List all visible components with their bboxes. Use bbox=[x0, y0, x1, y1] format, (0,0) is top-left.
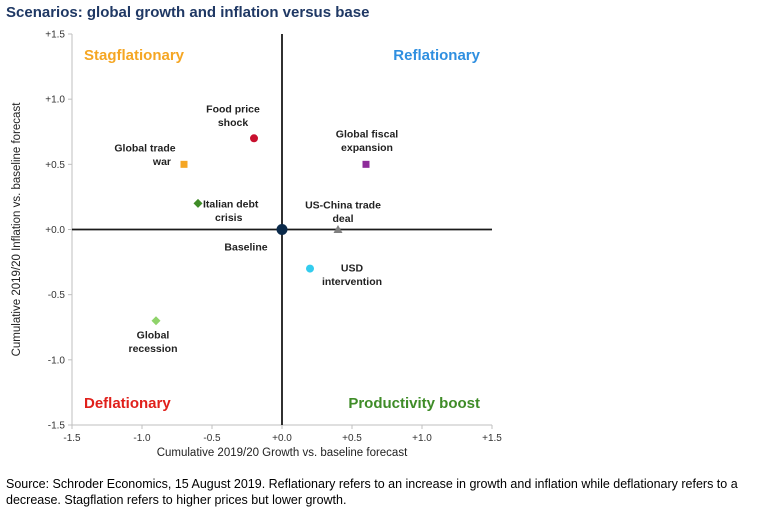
point-label: expansion bbox=[341, 142, 393, 154]
tick-labels: -1.5 -1.0 -0.5 +0.0 +0.5 +1.0 +1.5 +1.5 +1.0 +0.5… bbox=[45, 30, 502, 445]
point-global-recession bbox=[151, 316, 161, 326]
x-tick-label: +1.5 bbox=[482, 433, 502, 444]
point-label: Food price bbox=[206, 103, 260, 115]
point-label: US-China trade bbox=[305, 200, 381, 212]
y-tick-label: +0.0 bbox=[45, 225, 65, 236]
source-note: Source: Schroder Economics, 15 August 20… bbox=[6, 477, 738, 507]
data-points bbox=[151, 134, 370, 326]
scatter-chart: Stagflationary Reflationary Deflationary Pr… bbox=[11, 30, 502, 460]
point-label: deal bbox=[332, 213, 353, 225]
y-tick-label: +1.5 bbox=[45, 30, 65, 41]
quadrant-label-deflationary: Deflationary bbox=[84, 395, 171, 412]
x-axis-label: Cumulative 2019/20 Growth vs. baseline f… bbox=[157, 447, 408, 459]
x-tick-label: +0.0 bbox=[272, 433, 292, 444]
y-tick-label: -0.5 bbox=[48, 290, 66, 301]
point-label: Global fiscal bbox=[336, 128, 399, 140]
point-baseline bbox=[276, 224, 288, 235]
point-global-trade-war bbox=[180, 160, 188, 168]
point-label: Global bbox=[137, 330, 170, 342]
point-label: war bbox=[152, 156, 171, 168]
x-tick-label: -1.0 bbox=[133, 433, 151, 444]
quadrant-label-reflationary: Reflationary bbox=[393, 47, 480, 64]
y-tick-label: -1.5 bbox=[48, 421, 66, 432]
y-tick-label: -1.0 bbox=[48, 355, 66, 366]
point-label: recession bbox=[128, 343, 177, 355]
x-tick-label: -1.5 bbox=[63, 433, 81, 444]
point-label: Italian debt bbox=[203, 198, 259, 210]
y-axis-label: Cumulative 2019/20 Inflation vs. baselin… bbox=[11, 102, 23, 357]
point-label: crisis bbox=[215, 212, 243, 224]
point-global-fiscal-expansion bbox=[362, 160, 370, 168]
point-label: USD bbox=[341, 263, 364, 275]
quadrant-labels: Stagflationary Reflationary Deflationary Pr… bbox=[84, 47, 481, 412]
point-food-price-shock bbox=[250, 134, 258, 143]
y-tick-label: +0.5 bbox=[45, 160, 65, 171]
point-label: intervention bbox=[322, 276, 382, 288]
point-usd-intervention bbox=[306, 264, 314, 273]
quadrant-label-productivity-boost: Productivity boost bbox=[348, 395, 480, 412]
quadrant-label-stagflationary: Stagflationary bbox=[84, 47, 185, 64]
point-label: Global trade bbox=[114, 142, 175, 154]
x-tick-label: +0.5 bbox=[342, 433, 362, 444]
point-label: shock bbox=[218, 117, 249, 129]
point-label: Baseline bbox=[224, 242, 267, 254]
y-tick-label: +1.0 bbox=[45, 95, 65, 106]
point-italian-debt-crisis bbox=[193, 198, 203, 208]
point-labels: Food price shock Global trade war Global fis… bbox=[114, 103, 398, 355]
point-us-china-trade-deal bbox=[333, 225, 343, 233]
chart-title: Scenarios: global growth and inflation v… bbox=[6, 4, 370, 21]
x-tick-label: -0.5 bbox=[203, 433, 221, 444]
x-tick-label: +1.0 bbox=[412, 433, 432, 444]
